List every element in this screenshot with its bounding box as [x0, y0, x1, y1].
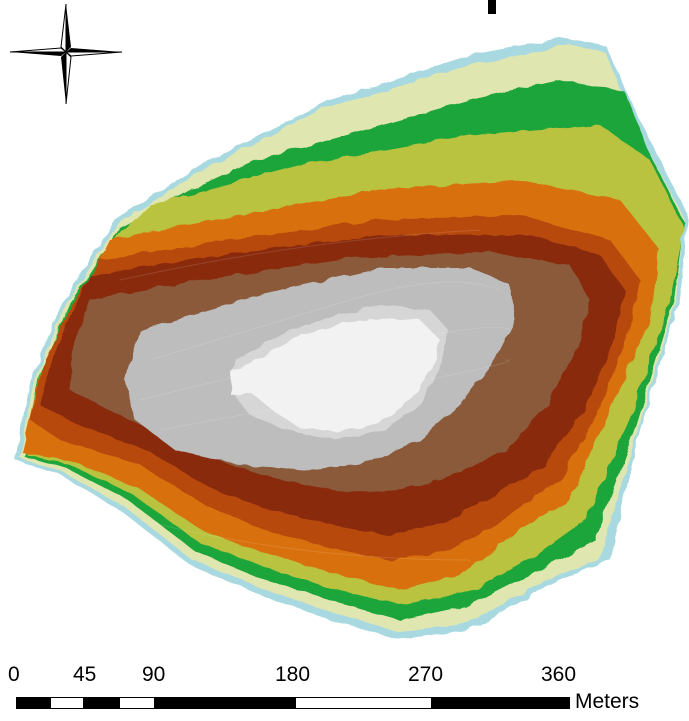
scale-segment [84, 697, 119, 709]
scale-unit-label: Meters [575, 690, 640, 713]
scale-tick-360: 360 [541, 663, 577, 686]
hillshade-texture [119, 229, 511, 561]
scale-tick-180: 180 [275, 663, 311, 686]
scale-segment [432, 697, 570, 709]
compass-rose-icon [9, 3, 123, 105]
terrain-zones [15, 38, 688, 640]
scale-tick-45: 45 [73, 663, 97, 686]
scale-segment [155, 697, 295, 709]
zone-summit [230, 318, 440, 432]
scale-tick-90: 90 [142, 663, 166, 686]
edge-tick-mark [488, 0, 496, 14]
scale-segment [295, 697, 432, 709]
scale-segment [119, 697, 155, 709]
scale-tick-0: 0 [8, 663, 20, 686]
scale-segment [50, 697, 84, 709]
scale-segment [16, 697, 50, 709]
scale-tick-270: 270 [408, 663, 444, 686]
